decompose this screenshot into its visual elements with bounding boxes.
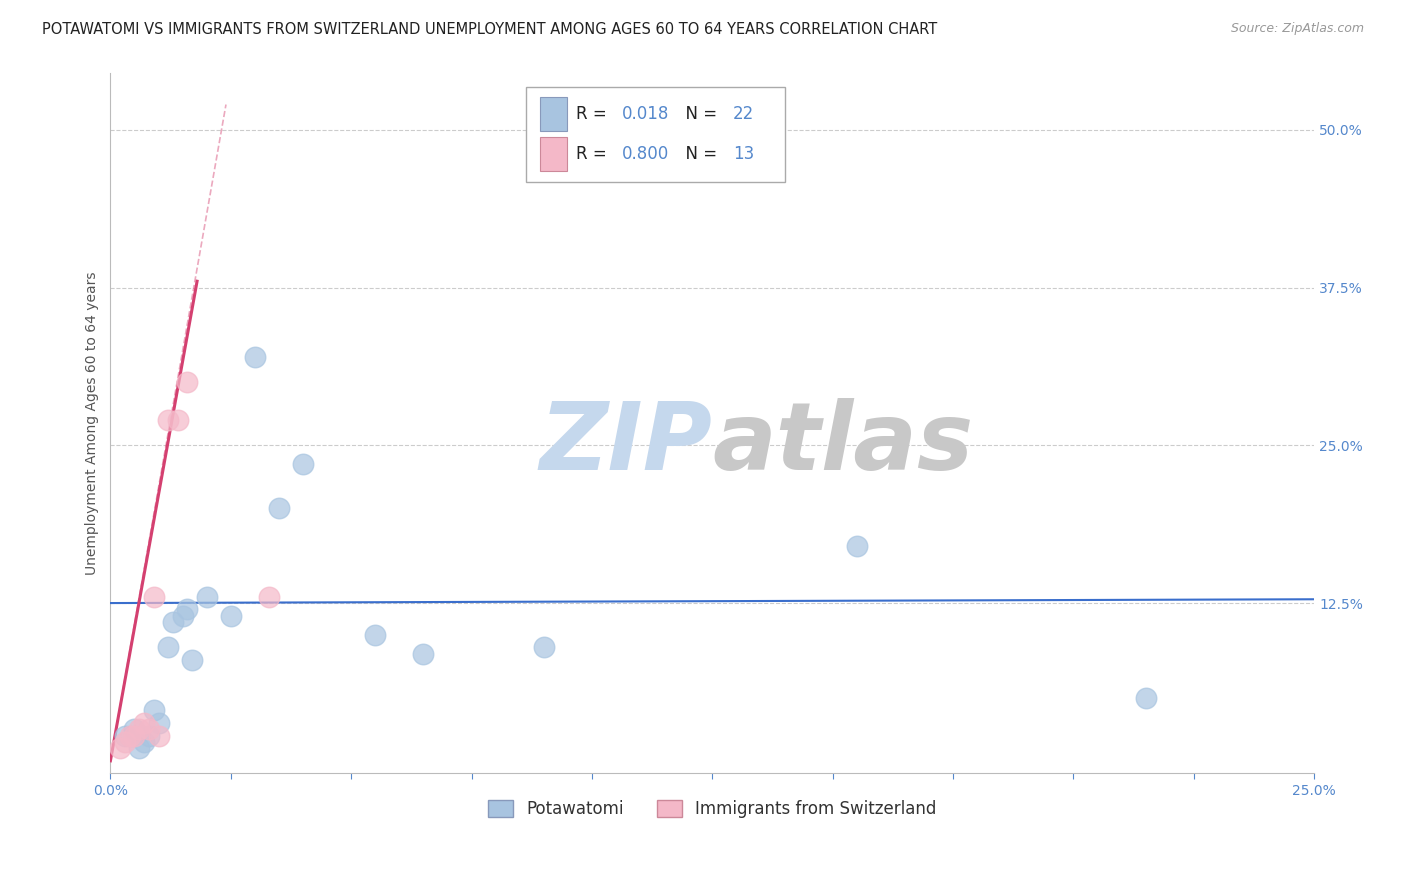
Point (124, 729, 146, 743)
Text: N =: N = (675, 145, 723, 163)
Point (412, 647, 434, 661)
Point (128, 741, 150, 756)
Legend: Potawatomi, Immigrants from Switzerland: Potawatomi, Immigrants from Switzerland (481, 793, 943, 824)
Point (108, 741, 131, 756)
Point (176, 375, 198, 389)
Point (364, 627, 387, 641)
Text: ZIP: ZIP (540, 398, 713, 491)
Bar (540, 97, 567, 131)
Bar (540, 137, 567, 171)
Point (138, 729, 160, 743)
Text: 22: 22 (733, 105, 754, 123)
Point (181, 653, 204, 667)
Point (124, 723, 146, 737)
Text: atlas: atlas (713, 398, 973, 491)
Point (142, 703, 165, 717)
Point (157, 640, 180, 655)
Point (138, 723, 160, 737)
Text: R =: R = (576, 105, 612, 123)
Point (114, 735, 136, 749)
Point (162, 615, 184, 629)
Point (114, 729, 136, 743)
Point (134, 735, 156, 749)
Text: 0.800: 0.800 (621, 145, 669, 163)
Point (533, 640, 555, 655)
Text: 0.018: 0.018 (621, 105, 669, 123)
Point (118, 729, 141, 743)
Point (243, 350, 266, 364)
Point (157, 413, 180, 427)
Point (176, 602, 198, 616)
Point (267, 501, 290, 516)
Text: R =: R = (576, 145, 612, 163)
Point (166, 413, 188, 427)
Point (292, 457, 315, 471)
Text: 13: 13 (733, 145, 754, 163)
Point (172, 608, 194, 623)
Text: POTAWATOMI VS IMMIGRANTS FROM SWITZERLAND UNEMPLOYMENT AMONG AGES 60 TO 64 YEARS: POTAWATOMI VS IMMIGRANTS FROM SWITZERLAN… (42, 22, 938, 37)
Point (134, 715, 156, 730)
Point (128, 723, 150, 737)
Text: Source: ZipAtlas.com: Source: ZipAtlas.com (1230, 22, 1364, 36)
Point (845, 539, 868, 553)
Point (259, 590, 281, 604)
Y-axis label: Unemployment Among Ages 60 to 64 years: Unemployment Among Ages 60 to 64 years (86, 271, 100, 575)
Point (148, 729, 170, 743)
Point (195, 590, 218, 604)
Bar (526, 87, 785, 182)
Text: N =: N = (675, 105, 723, 123)
Point (1135, 690, 1157, 705)
Point (219, 608, 242, 623)
Point (142, 590, 165, 604)
Point (148, 715, 170, 730)
